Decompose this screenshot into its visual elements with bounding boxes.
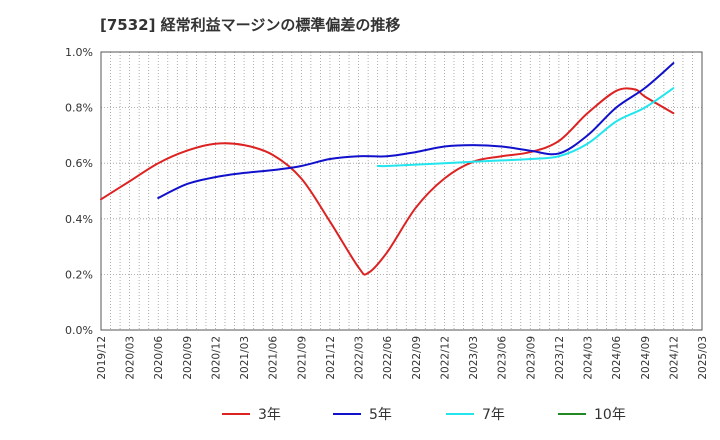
legend-label-10年: 10年 (594, 407, 626, 423)
x-tick-label: 2020/12 (210, 336, 222, 380)
x-tick-label: 2021/12 (325, 336, 337, 380)
legend-label-5年: 5年 (369, 407, 392, 423)
x-tick-label: 2021/03 (239, 336, 251, 380)
y-tick-label: 0.4% (65, 213, 93, 226)
x-tick-label: 2024/09 (640, 336, 652, 380)
y-tick-label: 0.8% (65, 102, 93, 115)
x-tick-label: 2023/12 (554, 336, 566, 380)
chart-title: [7532] 経常利益マージンの標準偏差の推移 (100, 16, 401, 34)
x-tick-label: 2021/06 (268, 336, 280, 380)
x-tick-label: 2020/03 (125, 336, 137, 380)
x-tick-label: 2019/12 (96, 336, 108, 380)
y-tick-label: 0.2% (65, 268, 93, 281)
x-tick-label: 2024/03 (583, 336, 595, 380)
y-tick-label: 1.0% (65, 46, 93, 59)
y-tick-label: 0.0% (65, 324, 93, 337)
x-tick-label: 2022/03 (354, 336, 366, 380)
x-tick-label: 2020/09 (182, 336, 194, 380)
legend-label-3年: 3年 (258, 407, 281, 423)
x-tick-label: 2022/09 (411, 336, 423, 380)
x-tick-label: 2024/12 (668, 336, 680, 380)
x-tick-label: 2025/03 (697, 336, 709, 380)
series-line-3年 (100, 87, 675, 276)
series-line-7年 (376, 87, 675, 168)
legend-label-7年: 7年 (482, 407, 505, 423)
x-tick-label: 2023/06 (497, 336, 509, 380)
series-line-5年 (157, 62, 675, 199)
x-tick-label: 2022/06 (382, 336, 394, 380)
x-tick-label: 2022/12 (439, 336, 451, 380)
x-tick-label: 2021/09 (296, 336, 308, 380)
x-tick-label: 2024/06 (611, 336, 623, 380)
y-tick-label: 0.6% (65, 157, 93, 170)
plot-background (101, 52, 702, 330)
x-tick-label: 2023/03 (468, 336, 480, 380)
x-tick-label: 2023/09 (525, 336, 537, 380)
plot-border (100, 51, 703, 331)
x-tick-label: 2020/06 (153, 336, 165, 380)
